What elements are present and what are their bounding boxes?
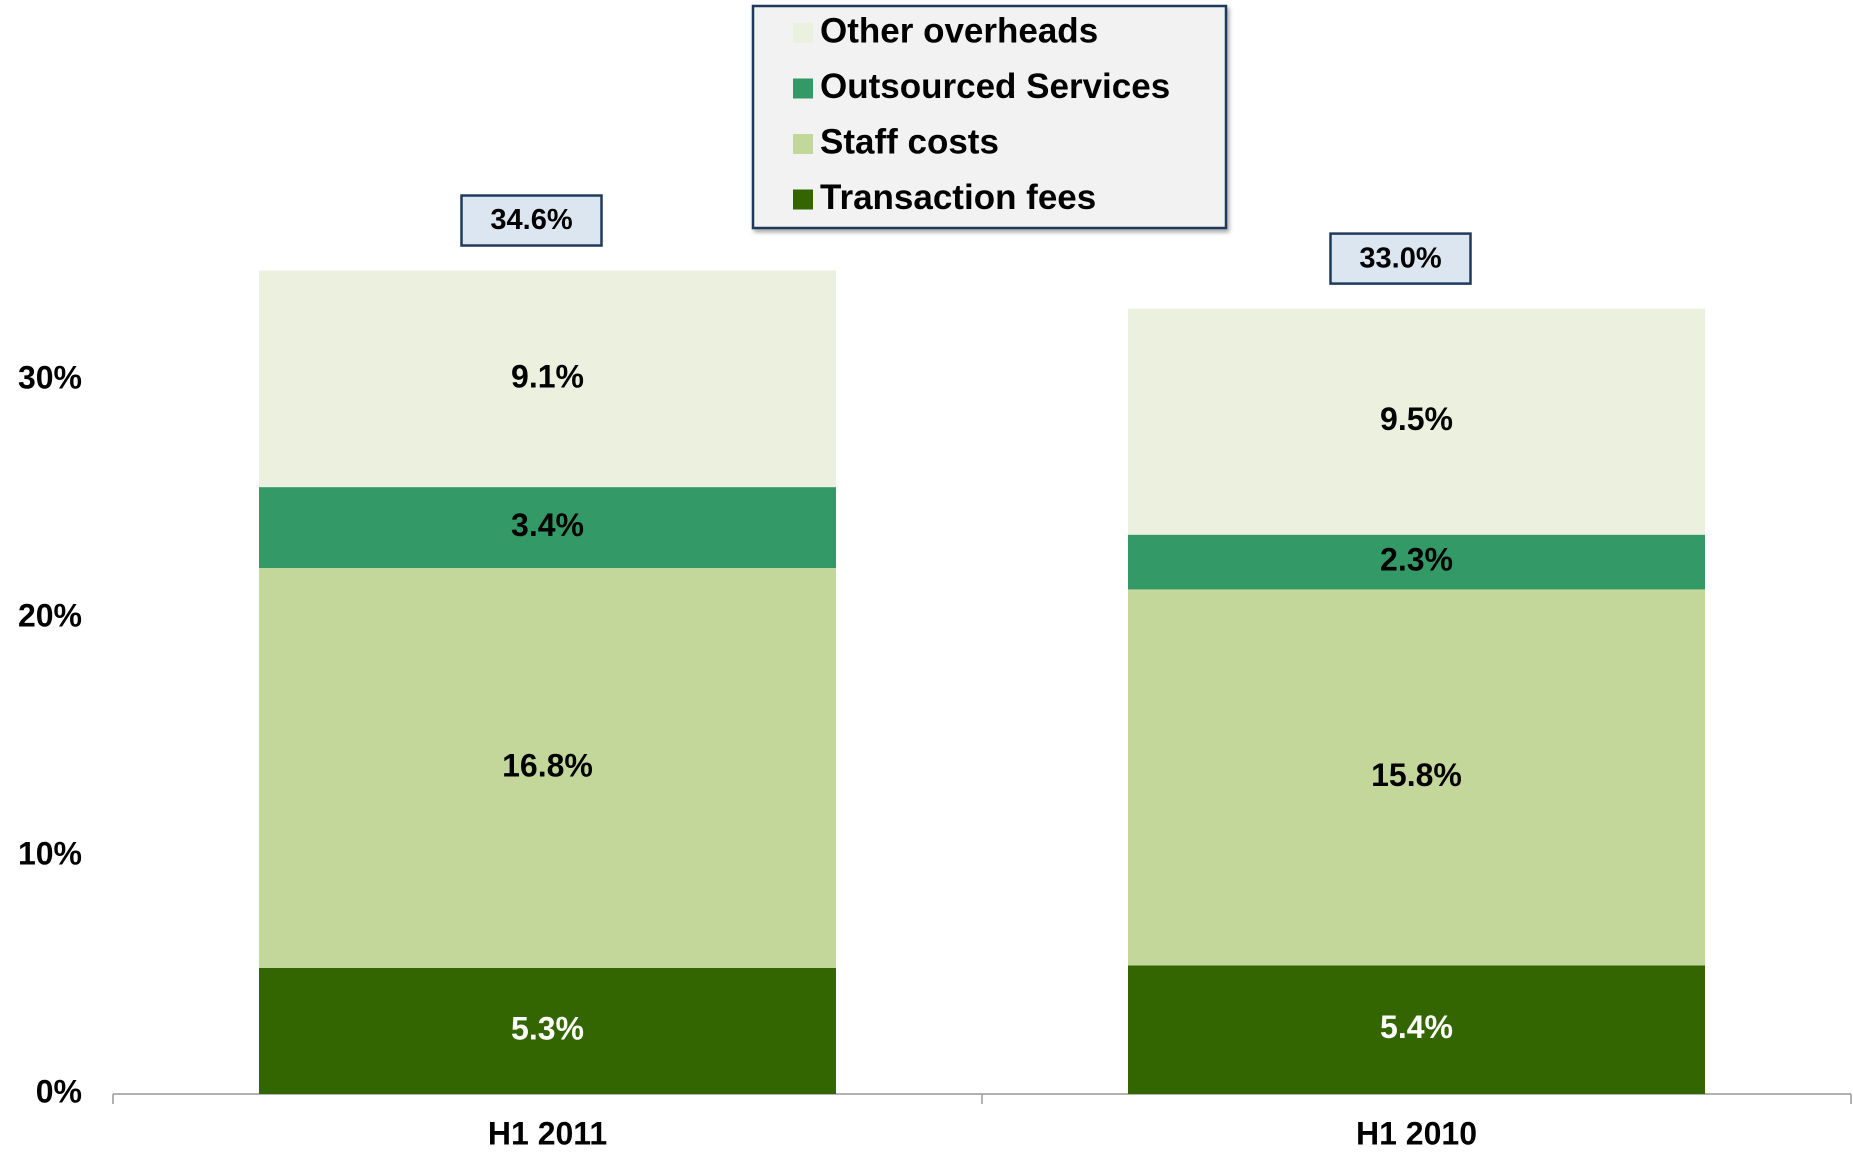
legend-swatch — [793, 134, 813, 154]
legend-swatch — [793, 78, 813, 99]
bar-segment — [1127, 534, 1706, 590]
y-tick-label: 10% — [18, 835, 82, 871]
bar-segment — [258, 568, 837, 968]
data-label: 9.5% — [1380, 401, 1453, 437]
legend-swatch — [793, 23, 813, 43]
bar-segment — [258, 270, 837, 488]
legend-swatch — [793, 189, 813, 210]
total-box — [1329, 232, 1472, 285]
total-label: 33.0% — [1359, 242, 1441, 274]
legend-label: Other overheads — [820, 11, 1098, 50]
data-label: 2.3% — [1380, 542, 1453, 578]
bar-segment — [258, 487, 837, 569]
legend-label: Staff costs — [820, 122, 999, 161]
data-label: 15.8% — [1371, 757, 1462, 793]
x-tick-label: H1 2010 — [1356, 1115, 1477, 1151]
legend-box — [751, 4, 1228, 230]
bar-segment — [1127, 308, 1706, 535]
bar-segment — [1127, 589, 1706, 966]
data-label: 5.4% — [1380, 1009, 1453, 1045]
y-tick-label: 30% — [18, 359, 82, 395]
y-tick-label: 0% — [36, 1073, 82, 1109]
data-label: 16.8% — [502, 747, 593, 783]
data-label: 3.4% — [511, 507, 584, 543]
data-label: 5.3% — [511, 1010, 584, 1046]
bar-segment — [258, 967, 837, 1094]
legend-label: Outsourced Services — [820, 67, 1170, 106]
y-tick-label: 20% — [18, 597, 82, 633]
total-box — [460, 194, 603, 247]
bar-segment — [1127, 965, 1706, 1094]
data-label: 9.1% — [511, 358, 584, 394]
legend-label: Transaction fees — [820, 178, 1096, 217]
total-label: 34.6% — [490, 204, 572, 236]
x-tick-label: H1 2011 — [488, 1115, 607, 1151]
